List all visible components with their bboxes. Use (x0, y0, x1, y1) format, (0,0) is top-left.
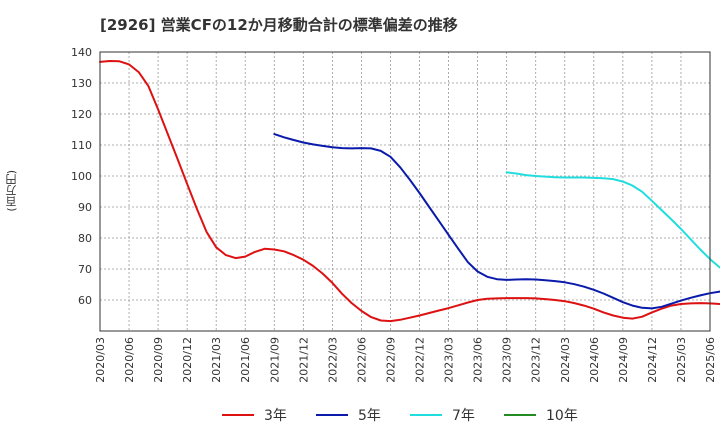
plot-frame (99, 51, 711, 332)
series-line (505, 171, 720, 269)
x-tick-label: 2021/12 (297, 337, 310, 383)
grid-lines (99, 51, 711, 331)
x-tick-label: 2023/12 (530, 337, 543, 383)
legend-label: 10年 (546, 408, 578, 424)
x-tick-label: 2024/06 (588, 337, 601, 383)
legend: 3年 5年 7年 10年 (222, 408, 578, 424)
x-tick-label: 2020/06 (123, 337, 136, 383)
legend-label: 3年 (264, 408, 287, 424)
chart-title: [2926] 営業CFの12か月移動合計の標準偏差の推移 (100, 16, 458, 34)
series-lines (99, 60, 720, 323)
y-tick-label: 120 (71, 108, 92, 121)
x-tick-label: 2024/12 (646, 337, 659, 383)
series-line (99, 60, 720, 323)
y-tick-labels: 60 70 80 90 100 110 120 130 140 (71, 46, 92, 307)
y-tick-label: 80 (78, 232, 92, 245)
y-tick-label: 130 (71, 77, 92, 90)
x-tick-label: 2022/09 (384, 337, 397, 383)
x-tick-label: 2021/09 (268, 337, 281, 383)
y-tick-label: 140 (71, 46, 92, 59)
x-tick-label: 2025/06 (704, 337, 717, 383)
x-tick-label: 2020/03 (94, 337, 107, 383)
y-tick-label: 90 (78, 201, 92, 214)
x-tick-label: 2022/12 (414, 337, 427, 383)
y-tick-label: 110 (71, 139, 92, 152)
x-tick-label: 2024/09 (617, 337, 630, 383)
x-tick-label: 2021/03 (210, 337, 223, 383)
y-tick-label: 60 (78, 294, 92, 307)
x-tick-label: 2020/09 (152, 337, 165, 383)
x-tick-label: 2020/12 (181, 337, 194, 383)
x-tick-label: 2021/06 (239, 337, 252, 383)
x-tick-label: 2023/09 (501, 337, 514, 383)
x-tick-labels: 2020/03 2020/06 2020/09 2020/12 2021/03 2021/… (94, 337, 717, 383)
legend-label: 7年 (452, 408, 475, 424)
series-line (273, 133, 720, 310)
x-tick-label: 2025/03 (675, 337, 688, 383)
x-tick-label: 2022/03 (326, 337, 339, 383)
x-tick-label: 2022/06 (355, 337, 368, 383)
x-tick-label: 2023/03 (443, 337, 456, 383)
legend-label: 5年 (358, 408, 381, 424)
y-tick-label: 100 (71, 170, 92, 183)
y-tick-label: 70 (78, 263, 92, 276)
x-tick-label: 2023/06 (472, 337, 485, 383)
x-tick-label: 2024/03 (559, 337, 572, 383)
